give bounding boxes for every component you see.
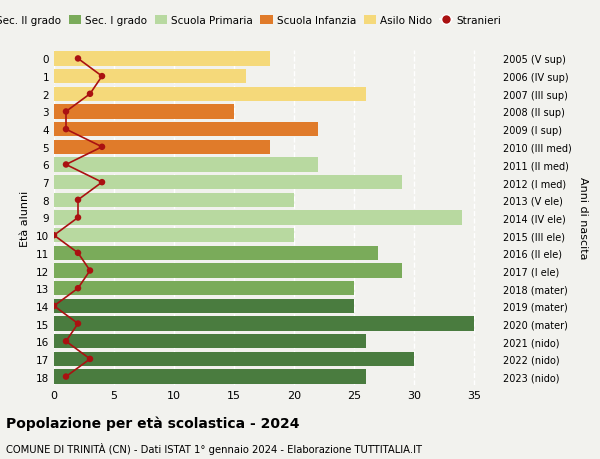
Bar — [54, 175, 402, 190]
Bar — [54, 105, 234, 119]
Bar — [54, 264, 402, 278]
Point — [49, 302, 59, 310]
Point — [73, 56, 83, 63]
Point — [73, 250, 83, 257]
Point — [61, 162, 71, 169]
Text: Popolazione per età scolastica - 2024: Popolazione per età scolastica - 2024 — [6, 415, 299, 430]
Bar — [54, 334, 366, 349]
Bar — [54, 211, 462, 225]
Bar — [54, 158, 318, 172]
Point — [85, 91, 95, 98]
Point — [85, 267, 95, 274]
Point — [73, 320, 83, 328]
Legend: Sec. II grado, Sec. I grado, Scuola Primaria, Scuola Infanzia, Asilo Nido, Stran: Sec. II grado, Sec. I grado, Scuola Prim… — [0, 12, 505, 30]
Bar — [54, 229, 294, 243]
Point — [49, 232, 59, 239]
Y-axis label: Età alunni: Età alunni — [20, 190, 31, 246]
Bar — [54, 52, 270, 67]
Point — [61, 373, 71, 381]
Point — [61, 126, 71, 134]
Point — [73, 214, 83, 222]
Bar — [54, 140, 270, 155]
Bar — [54, 70, 246, 84]
Bar — [54, 352, 414, 366]
Bar — [54, 317, 474, 331]
Point — [97, 73, 107, 81]
Bar — [54, 299, 354, 313]
Bar — [54, 87, 366, 102]
Point — [85, 355, 95, 363]
Bar — [54, 246, 378, 261]
Point — [73, 197, 83, 204]
Bar — [54, 369, 366, 384]
Bar — [54, 193, 294, 207]
Bar — [54, 123, 318, 137]
Point — [97, 144, 107, 151]
Text: COMUNE DI TRINITÀ (CN) - Dati ISTAT 1° gennaio 2024 - Elaborazione TUTTITALIA.IT: COMUNE DI TRINITÀ (CN) - Dati ISTAT 1° g… — [6, 442, 422, 453]
Y-axis label: Anni di nascita: Anni di nascita — [578, 177, 588, 259]
Point — [61, 338, 71, 345]
Bar — [54, 281, 354, 296]
Point — [97, 179, 107, 186]
Point — [61, 108, 71, 116]
Point — [73, 285, 83, 292]
